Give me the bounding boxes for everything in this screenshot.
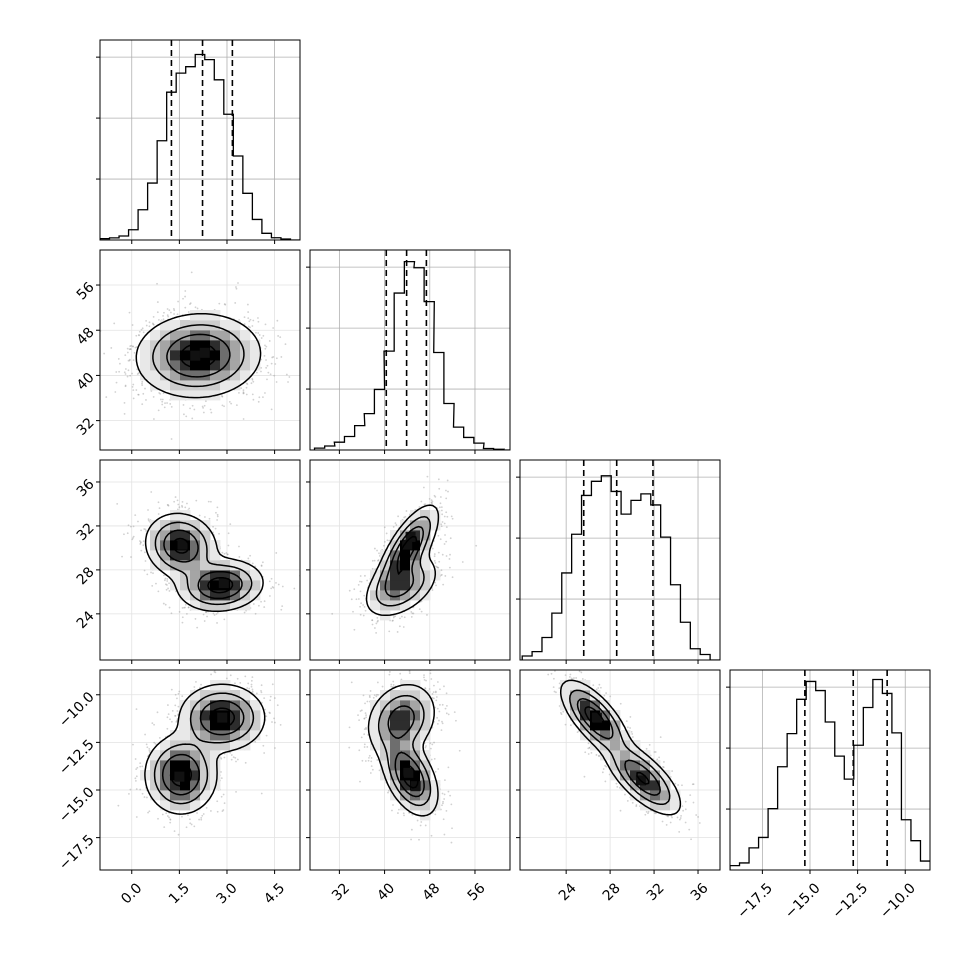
x-tick-label: 48: [419, 880, 443, 904]
contours: [559, 679, 682, 816]
density-peak: [405, 531, 416, 542]
contours: [144, 683, 266, 815]
contour-line: [396, 535, 418, 575]
y-tick-label: −12.5: [56, 737, 98, 779]
density-peak: [591, 712, 602, 723]
contour-line: [377, 694, 432, 807]
density-peak: [217, 712, 228, 723]
panel-frame: [99, 669, 301, 871]
scatter-panel-p2-p4: [306, 669, 511, 874]
panel-frame: [99, 39, 301, 241]
y-tick-label: 28: [74, 564, 98, 588]
x-tick-label: −17.5: [734, 880, 776, 922]
x-tick-label: 32: [329, 880, 353, 904]
x-tick-label: 1.5: [166, 880, 193, 907]
x-tick-label: 4.5: [261, 880, 288, 907]
x-tick-label: 40: [374, 880, 398, 904]
panel-frame: [99, 459, 301, 661]
contour-line: [367, 683, 439, 817]
contours: [144, 512, 264, 613]
y-tick-label: −17.5: [56, 832, 98, 874]
panel-frame: [729, 669, 931, 871]
hist-panel-p3: [516, 459, 721, 664]
x-tick-label: 3.0: [214, 880, 241, 907]
contour-line: [144, 683, 266, 815]
panel-frame: [309, 669, 511, 871]
contour-line: [179, 342, 217, 369]
panel-frame: [309, 249, 511, 451]
x-tick-label: 32: [644, 880, 668, 904]
contours: [135, 312, 262, 399]
x-tick-label: 56: [465, 880, 489, 904]
contour-line: [154, 521, 253, 606]
y-tick-label: 48: [74, 325, 98, 349]
contour-line: [135, 312, 262, 399]
x-tick-label: 36: [688, 880, 712, 904]
contour-line: [161, 700, 245, 796]
panel-frame: [519, 669, 721, 871]
density-peak: [218, 578, 229, 589]
contours: [365, 504, 440, 617]
y-tick-label: 32: [74, 520, 98, 544]
histogram-p2: [313, 260, 510, 450]
y-tick-label: −10.0: [56, 689, 98, 731]
x-tick-label: 24: [556, 880, 580, 904]
hist-panel-p2: [306, 249, 511, 454]
panel-frame: [99, 249, 301, 451]
scatter-panel-p1-p4: [96, 669, 301, 874]
contours: [367, 683, 439, 817]
contour-line: [584, 706, 650, 785]
contour-line: [153, 692, 255, 805]
density-peak: [190, 350, 201, 361]
contour-line: [569, 689, 671, 806]
density-peak: [403, 767, 414, 778]
contour-line: [401, 763, 419, 789]
density-peak: [402, 539, 413, 550]
scatter-panel-p2-p3: [306, 459, 511, 664]
x-tick-label: 0.0: [118, 880, 145, 907]
y-tick-label: 24: [74, 608, 98, 632]
contour-line: [144, 512, 264, 613]
y-tick-label: 36: [74, 476, 98, 500]
scatter-panel-p1-p3: [96, 459, 301, 664]
scatter-panel-p3-p4: [516, 669, 721, 874]
contour-line: [172, 537, 234, 594]
panel-frame: [309, 459, 511, 661]
density-blocks: [560, 680, 681, 811]
contour-line: [375, 515, 432, 607]
y-tick-label: 32: [74, 415, 98, 439]
contour-line: [163, 529, 243, 600]
x-tick-label: 28: [600, 880, 624, 904]
contour-line: [384, 525, 424, 598]
hist-panel-p1: [96, 39, 301, 244]
density-peak: [174, 771, 185, 782]
histogram-p3: [521, 475, 720, 660]
y-tick-label: −15.0: [56, 784, 98, 826]
contour-line: [169, 707, 236, 787]
contour-line: [166, 333, 231, 378]
x-tick-label: −12.5: [830, 880, 872, 922]
density-peak: [199, 347, 210, 358]
contour-line: [559, 679, 682, 816]
y-tick-label: 56: [74, 279, 98, 303]
hist-panel-p4: [726, 669, 931, 874]
scatter-panel-p1-p2: [96, 249, 301, 454]
histogram-p1: [100, 53, 300, 240]
panel-frame: [519, 459, 721, 661]
histogram-p4: [730, 678, 930, 870]
contour-line: [576, 697, 661, 796]
x-tick-label: −15.0: [782, 880, 824, 922]
y-tick-label: 40: [74, 370, 98, 394]
contour-line: [365, 504, 440, 617]
density-peak: [177, 539, 188, 550]
contour-line: [152, 324, 245, 388]
contour-line: [387, 705, 425, 798]
x-tick-label: −10.0: [877, 880, 919, 922]
